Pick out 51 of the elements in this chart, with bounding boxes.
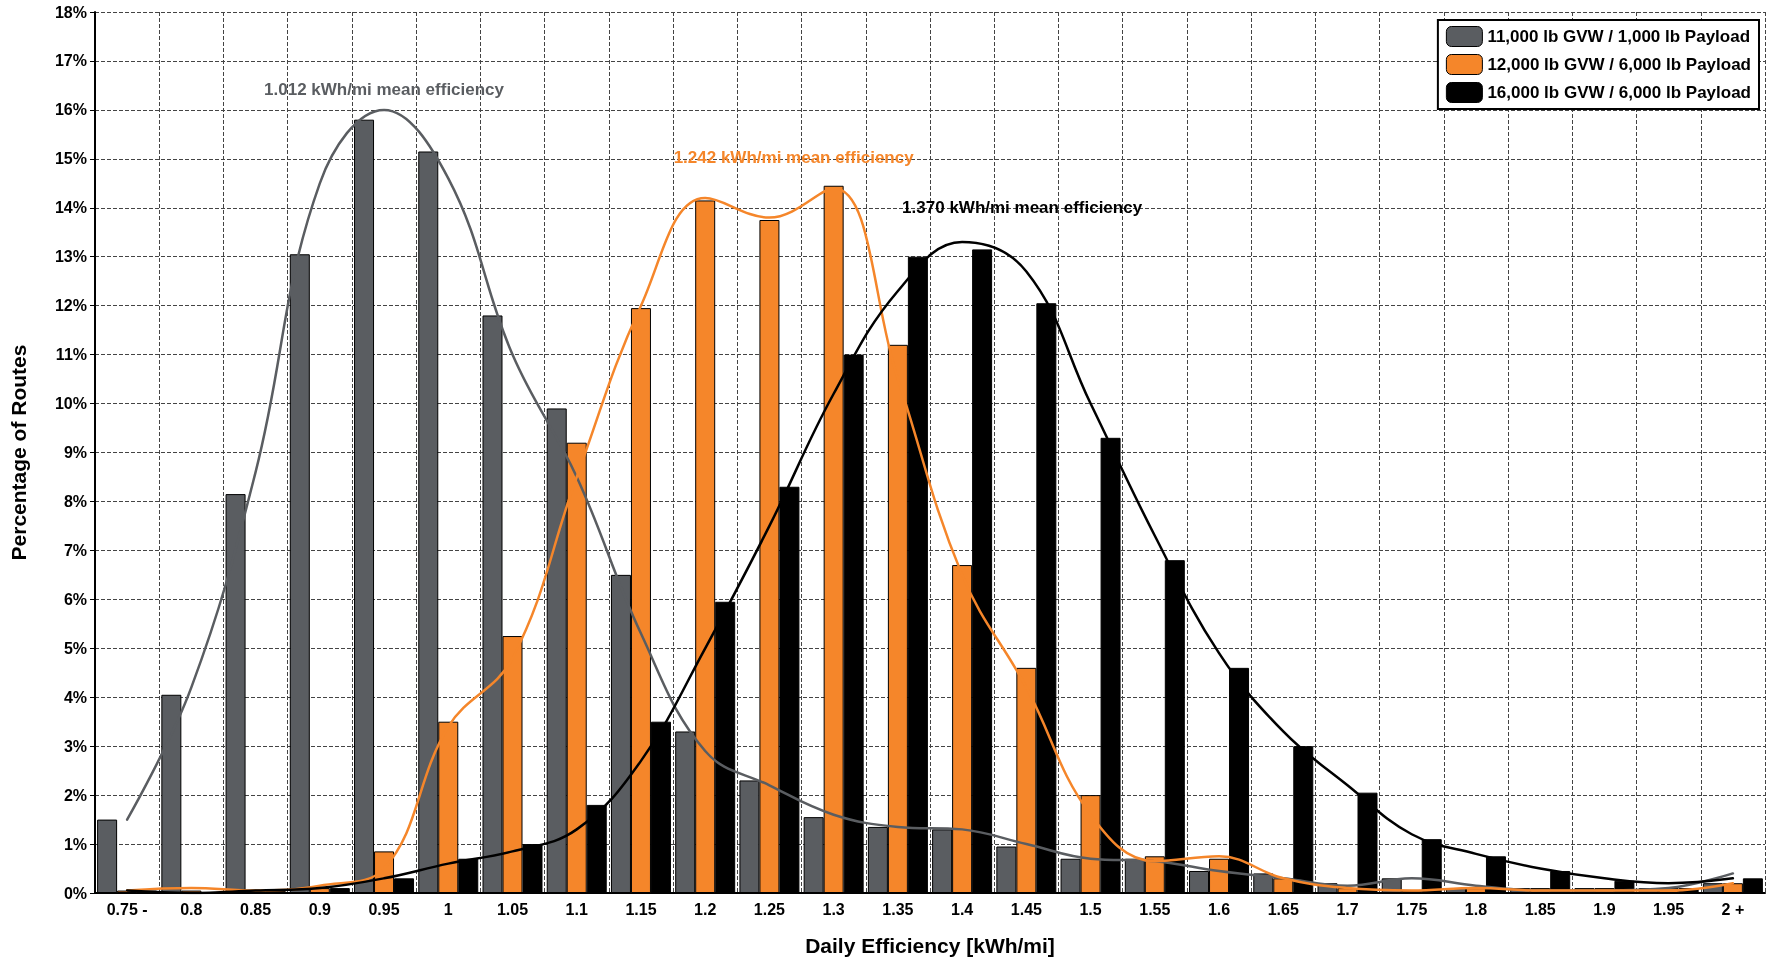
y-tick-label: 16%	[54, 101, 87, 119]
y-axis-title: Percentage of Routes	[7, 344, 30, 561]
y-tick-label: 12%	[54, 297, 87, 315]
x-tick-label: 0.8	[180, 900, 203, 918]
x-tick-label: 1.75	[1396, 900, 1428, 918]
y-tick-label: 1%	[63, 835, 87, 853]
y-tick-label: 17%	[54, 52, 87, 70]
x-tick-label: 0.95	[368, 900, 400, 918]
legend-label: 12,000 lb GVW / 6,000 lb Payload	[1487, 55, 1752, 74]
x-tick-label: 1.45	[1010, 900, 1043, 918]
y-tick-label: 0%	[63, 884, 87, 902]
legend-label: 11,000 lb GVW / 1,000 lb Payload	[1487, 27, 1751, 46]
x-tick-label: 0.9	[308, 900, 332, 918]
y-tick-label: 18%	[54, 3, 87, 21]
y-tick-label: 11%	[55, 346, 87, 364]
x-tick-label: 1.8	[1464, 900, 1488, 918]
x-tick-label: 1.4	[950, 900, 974, 918]
x-tick-label: 1.95	[1653, 900, 1685, 918]
x-tick-label: 1.9	[1593, 900, 1616, 918]
x-tick-label: 1.05	[496, 900, 529, 918]
y-tick-label: 2%	[63, 786, 87, 804]
y-tick-label: 8%	[63, 492, 87, 510]
x-tick-label: 1.85	[1524, 900, 1556, 918]
y-tick-label: 10%	[54, 395, 87, 413]
x-tick-label: 1.2	[694, 900, 717, 918]
y-tick-label: 7%	[63, 541, 87, 559]
x-axis-title: Daily Efficiency [kWh/mi]	[805, 934, 1055, 957]
x-tick-label: 1	[443, 900, 453, 918]
x-tick-label: 2 +	[1721, 900, 1745, 918]
x-tick-label: 1.55	[1139, 900, 1171, 918]
x-tick-label: 0.85	[240, 900, 272, 918]
x-tick-label: 1.35	[882, 900, 914, 918]
y-tick-label: 3%	[63, 737, 87, 755]
x-tick-label: 1.15	[625, 900, 657, 918]
y-tick-label: 9%	[63, 444, 87, 461]
y-tick-label: 15%	[54, 150, 87, 168]
y-tick-label: 13%	[54, 248, 87, 266]
x-tick-label: 1.7	[1336, 900, 1359, 918]
y-tick-label: 6%	[63, 590, 87, 608]
legend-label: 16,000 lb GVW / 6,000 lb Payload	[1487, 83, 1752, 102]
y-tick-label: 4%	[63, 688, 87, 706]
x-tick-label: 1.3	[822, 900, 845, 918]
annotation: 1.012 kWh/mi mean efficiency	[264, 79, 505, 99]
x-tick-label: 1.65	[1267, 900, 1299, 918]
x-tick-label: 1.1	[565, 900, 588, 918]
x-tick-label: 0.75 -	[106, 900, 148, 918]
x-tick-label: 1.5	[1079, 900, 1102, 918]
x-tick-label: 1.6	[1207, 900, 1231, 918]
y-tick-label: 5%	[63, 639, 87, 657]
y-tick-label: 14%	[54, 199, 87, 217]
x-tick-label: 1.25	[753, 900, 786, 918]
